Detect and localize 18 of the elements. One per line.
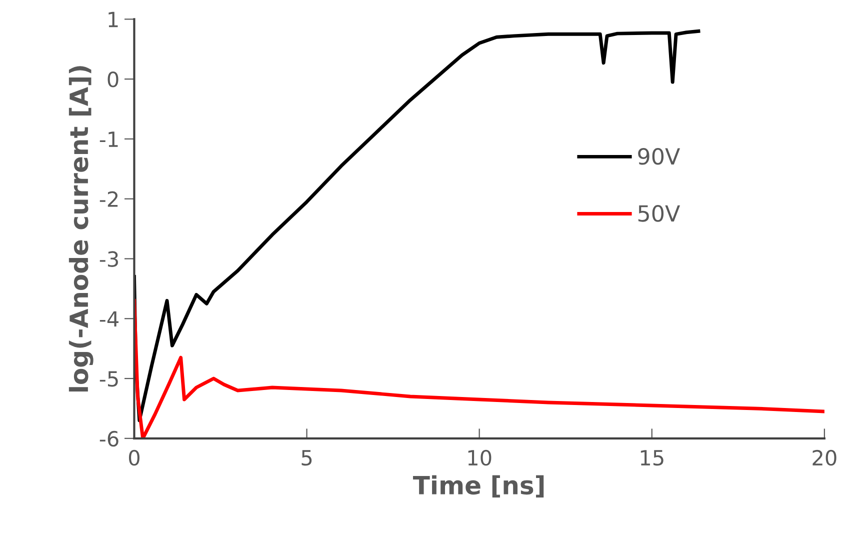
legend-label: 90V — [638, 148, 680, 165]
y-tick-label: -4 — [100, 311, 118, 327]
y-axis-title: log(-Anode current [A]) — [68, 66, 94, 392]
y-tick-label: -1 — [100, 132, 118, 147]
x-tick-label: 0 — [128, 450, 140, 466]
y-tick-label: 1 — [108, 12, 118, 28]
y-tick-label: -2 — [100, 191, 118, 207]
x-tick-label: 15 — [640, 450, 664, 466]
x-axis-title: Time [ns] — [413, 475, 544, 498]
y-tick-label: 0 — [108, 72, 118, 88]
line-series — [134, 29, 700, 422]
x-tick-label: 5 — [302, 450, 312, 466]
x-tick-label: 20 — [812, 450, 836, 466]
y-tick-label: -6 — [100, 430, 118, 447]
x-tick-label: 10 — [468, 450, 492, 466]
y-tick-label: -5 — [100, 371, 118, 387]
y-tick-label: -3 — [100, 251, 118, 267]
legend-label: 50V — [638, 205, 680, 222]
